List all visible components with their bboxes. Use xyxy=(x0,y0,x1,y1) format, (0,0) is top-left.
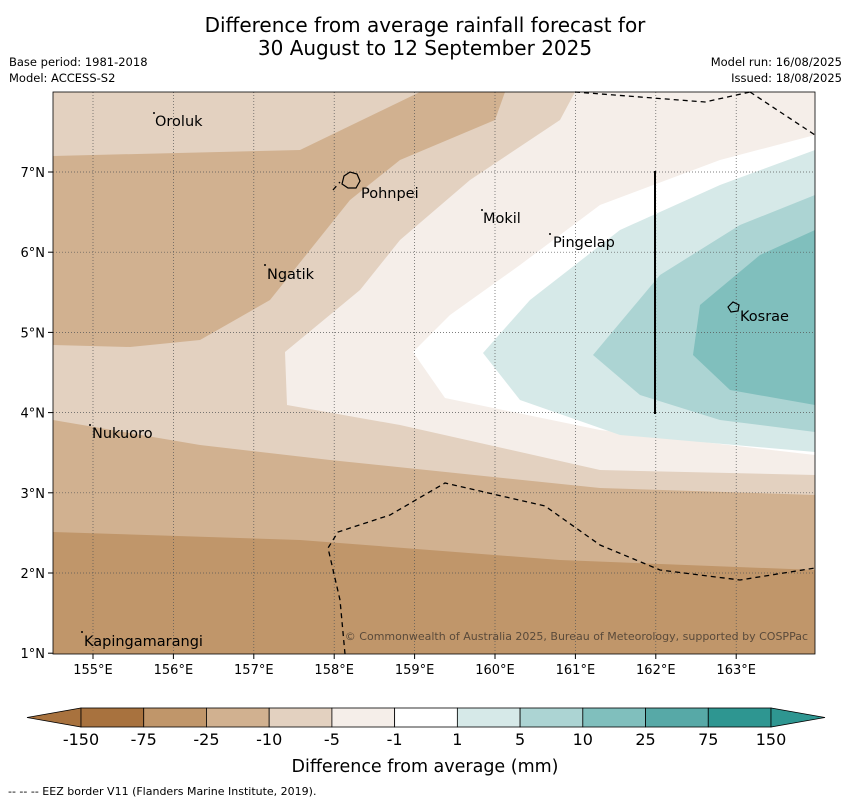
colorbar-tick: -25 xyxy=(193,730,219,749)
island-marker xyxy=(89,424,91,426)
colorbar-tick: -5 xyxy=(324,730,340,749)
island-marker xyxy=(153,112,155,114)
colorbar-tick: 150 xyxy=(756,730,787,749)
colorbar xyxy=(26,707,826,728)
colorbar-swatch xyxy=(519,707,584,728)
label-pohnpei: Pohnpei xyxy=(361,186,419,202)
colorbar-swatch xyxy=(143,707,207,728)
fill-plus-10 xyxy=(693,230,815,405)
map-frame xyxy=(52,91,816,655)
colorbar-swatch xyxy=(331,707,396,728)
eez-legend-note: -- -- -- EEZ border V11 (Flanders Marine… xyxy=(8,785,317,798)
longitude-ticks: 155°E 156°E 157°E 158°E 159°E 160°E 161°E 162°E… xyxy=(73,654,756,678)
lon-tick-label: 158°E xyxy=(314,663,354,678)
colorbar-tick: 10 xyxy=(573,730,593,749)
colorbar-tick: 25 xyxy=(635,730,655,749)
colorbar-swatch xyxy=(80,707,145,728)
issued-date: Issued: 18/08/2025 xyxy=(731,71,842,85)
lon-tick-label: 157°E xyxy=(234,663,274,678)
colorbar-tick: -1 xyxy=(387,730,403,749)
title-line-2: 30 August to 12 September 2025 xyxy=(257,36,593,60)
lon-tick-label: 159°E xyxy=(395,663,435,678)
label-nukuoro: Nukuoro xyxy=(92,426,153,442)
colorbar-extend-high xyxy=(770,707,826,728)
fill-minus-75 xyxy=(53,532,815,654)
colorbar-swatch xyxy=(456,707,521,728)
eez-border-pohnpei xyxy=(332,181,341,191)
lat-tick-label: 6°N xyxy=(21,246,46,261)
colorbar-tick-labels: -150 -75 -25 -10 -5 -1 1 5 10 25 75 150 xyxy=(63,730,786,749)
island-outlines xyxy=(341,171,740,313)
lon-tick-label: 156°E xyxy=(154,663,194,678)
copyright-notice: © Commonwealth of Australia 2025, Bureau… xyxy=(345,630,808,643)
lon-tick-label: 161°E xyxy=(556,663,596,678)
colorbar-swatch xyxy=(645,707,709,728)
eez-border-northeast xyxy=(749,91,816,136)
meta-right: Model run: 16/08/2025 Issued: 18/08/2025 xyxy=(711,54,842,86)
colorbar-tick: -75 xyxy=(131,730,157,749)
graticule xyxy=(53,92,815,654)
island-marker xyxy=(81,631,83,633)
colorbar-swatch xyxy=(707,707,772,728)
colorbar-swatch xyxy=(268,707,333,728)
colorbar-swatch xyxy=(582,707,646,728)
colorbar-swatch xyxy=(206,707,270,728)
label-oroluk: Oroluk xyxy=(155,114,203,130)
colorbar-tick: 75 xyxy=(698,730,718,749)
latitude-ticks: 7°N 6°N 5°N 4°N 3°N 2°N 1°N xyxy=(21,166,53,662)
eez-border-south xyxy=(327,482,816,655)
lon-tick-label: 160°E xyxy=(475,663,515,678)
colorbar-extend-low xyxy=(26,707,82,728)
lat-tick-label: 3°N xyxy=(21,487,46,502)
eez-borders xyxy=(327,91,816,655)
fill-minus-10-north xyxy=(53,92,420,156)
lat-tick-label: 1°N xyxy=(21,647,46,662)
label-kapingamarangi: Kapingamarangi xyxy=(84,634,203,650)
island-marker xyxy=(549,233,551,235)
place-labels: Oroluk Pohnpei Mokil Pingelap Ngatik Kos… xyxy=(81,112,789,650)
label-pingelap: Pingelap xyxy=(553,235,615,251)
lon-tick-label: 162°E xyxy=(636,663,676,678)
meta-left: Base period: 1981-2018 Model: ACCESS-S2 xyxy=(9,54,148,86)
lon-tick-label: 163°E xyxy=(716,663,756,678)
label-kosrae: Kosrae xyxy=(740,309,789,325)
island-marker xyxy=(481,209,483,211)
colorbar-swatch xyxy=(394,707,458,728)
label-ngatik: Ngatik xyxy=(267,267,315,283)
title-line-1: Difference from average rainfall forecas… xyxy=(204,13,646,37)
colorbar-tick: 1 xyxy=(452,730,462,749)
colorbar-tick: -150 xyxy=(63,730,99,749)
colorbar-title: Difference from average (mm) xyxy=(291,757,558,777)
eez-border-north xyxy=(574,91,751,103)
lat-tick-label: 4°N xyxy=(21,407,46,422)
kosrae-outline xyxy=(727,301,740,313)
chart-title: Difference from average rainfall forecas… xyxy=(0,14,850,60)
label-mokil: Mokil xyxy=(483,211,521,227)
lat-tick-label: 7°N xyxy=(21,166,46,181)
pohnpei-outline xyxy=(341,171,361,189)
model-run: Model run: 16/08/2025 xyxy=(710,55,842,69)
contour-fills xyxy=(53,92,815,654)
base-period: Base period: 1981-2018 xyxy=(9,55,148,69)
colorbar-tick: 5 xyxy=(515,730,525,749)
island-marker xyxy=(264,264,266,266)
lat-tick-label: 5°N xyxy=(21,326,46,341)
lat-tick-label: 2°N xyxy=(21,567,46,582)
lon-tick-label: 155°E xyxy=(73,663,113,678)
colorbar-tick: -10 xyxy=(256,730,282,749)
model-name: Model: ACCESS-S2 xyxy=(9,71,116,85)
